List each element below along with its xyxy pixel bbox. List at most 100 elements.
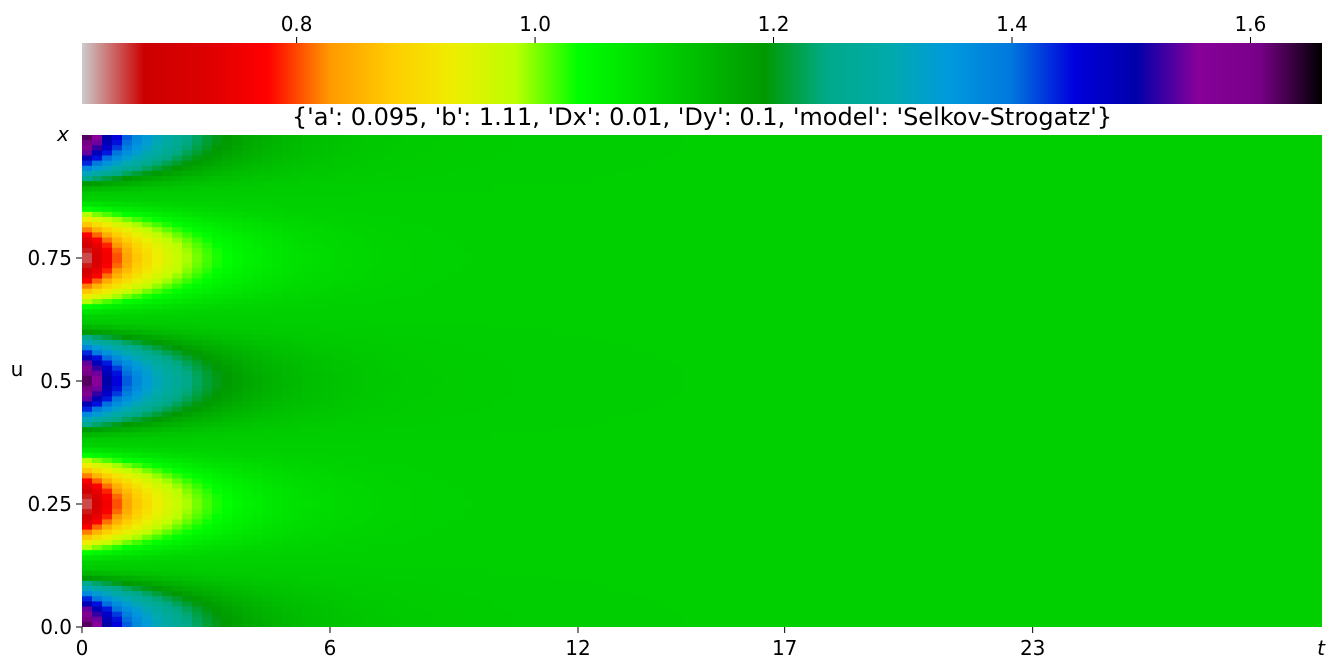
heatmap-cell <box>482 278 493 285</box>
heatmap-cell <box>252 237 263 244</box>
heatmap-cell <box>282 176 293 182</box>
heatmap-cell <box>162 457 173 464</box>
heatmap-cell <box>292 222 303 228</box>
heatmap-cell <box>542 181 553 187</box>
heatmap-cell <box>452 340 463 346</box>
heatmap-cell <box>292 242 303 249</box>
heatmap-cell <box>162 452 173 459</box>
heatmap-cell <box>272 606 283 613</box>
heatmap-cell <box>282 206 293 213</box>
heatmap-cell <box>542 273 553 280</box>
heatmap-cell <box>532 570 543 577</box>
heatmap-cell <box>362 570 373 577</box>
heatmap-cell <box>162 319 173 326</box>
heatmap-cell <box>162 565 173 572</box>
heatmap-cell <box>222 601 233 608</box>
heatmap-cell <box>402 314 413 321</box>
heatmap-cell <box>232 488 243 495</box>
heatmap-cell <box>232 575 243 582</box>
heatmap-cell <box>362 191 373 198</box>
heatmap-cell <box>422 165 433 172</box>
heatmap-cell <box>152 611 163 618</box>
heatmap-cell <box>142 268 153 274</box>
heatmap-cell <box>92 504 103 510</box>
heatmap-cell <box>82 252 93 259</box>
heatmap-cell <box>182 324 193 331</box>
heatmap-cell <box>432 406 443 413</box>
heatmap-cell <box>402 504 413 510</box>
heatmap-cell <box>422 319 433 326</box>
heatmap-cell <box>242 524 253 531</box>
heatmap-cell <box>462 509 473 515</box>
heatmap-cell <box>552 616 563 623</box>
heatmap-cell <box>592 232 603 239</box>
heatmap-cell <box>442 621 453 627</box>
heatmap-cell <box>512 457 523 464</box>
heatmap-cell <box>172 283 183 290</box>
heatmap-cell <box>552 509 563 515</box>
heatmap-cell <box>562 329 573 336</box>
heatmap-cell <box>502 555 513 561</box>
heatmap-cell <box>162 524 173 531</box>
heatmap-cell <box>592 268 603 274</box>
heatmap-cell <box>532 601 543 608</box>
heatmap-cell <box>412 217 423 223</box>
heatmap-cell <box>372 447 383 454</box>
heatmap-cell <box>222 493 233 500</box>
heatmap-cell <box>592 145 603 151</box>
heatmap-cell <box>522 211 533 218</box>
heatmap-cell <box>152 488 163 495</box>
heatmap-cell <box>182 473 193 479</box>
heatmap-cell <box>342 355 353 362</box>
heatmap-cell <box>142 165 153 172</box>
heatmap-cell <box>132 422 143 428</box>
heatmap-cell <box>362 534 373 541</box>
heatmap-cell <box>272 514 283 520</box>
heatmap-cell <box>472 217 483 223</box>
heatmap-cell <box>352 370 363 377</box>
heatmap-cell <box>492 170 503 177</box>
heatmap-cell <box>172 401 183 408</box>
heatmap-cell <box>312 621 323 627</box>
heatmap-cell <box>282 493 293 500</box>
heatmap-cell <box>572 452 583 459</box>
heatmap-cell <box>562 170 573 177</box>
heatmap-cell <box>282 452 293 459</box>
heatmap-cell <box>162 201 173 208</box>
heatmap-cell <box>502 550 513 556</box>
heatmap-cell <box>92 468 103 474</box>
heatmap-cell <box>322 401 333 408</box>
heatmap-cell <box>542 596 553 602</box>
heatmap-cell <box>172 570 183 577</box>
heatmap-cell <box>212 252 223 259</box>
heatmap-cell <box>432 324 443 331</box>
heatmap-cell <box>212 160 223 167</box>
heatmap-cell <box>532 140 543 146</box>
heatmap-cell <box>212 304 223 310</box>
heatmap-cell <box>232 463 243 469</box>
heatmap-cell <box>372 227 383 233</box>
heatmap-cell <box>202 334 213 341</box>
heatmap-cell <box>82 483 93 490</box>
heatmap-cell <box>482 165 493 172</box>
heatmap-cell <box>542 360 553 367</box>
heatmap-cell <box>522 555 533 561</box>
heatmap-cell <box>242 381 253 387</box>
heatmap-cell <box>262 621 273 627</box>
heatmap-cell <box>572 201 583 208</box>
heatmap-cell <box>312 263 323 269</box>
heatmap-cell <box>312 140 323 146</box>
heatmap-cell <box>472 324 483 331</box>
heatmap-cell <box>292 422 303 428</box>
heatmap-cell <box>302 211 313 218</box>
heatmap-cell <box>492 442 503 449</box>
heatmap-cell <box>462 150 473 157</box>
heatmap-cell <box>462 570 473 577</box>
heatmap-cell <box>342 324 353 331</box>
heatmap-cell <box>112 493 123 500</box>
heatmap-cell <box>332 283 343 290</box>
heatmap-cell <box>562 365 573 372</box>
heatmap-cell <box>452 575 463 582</box>
heatmap-cell <box>352 258 363 264</box>
heatmap-cell <box>562 411 573 418</box>
